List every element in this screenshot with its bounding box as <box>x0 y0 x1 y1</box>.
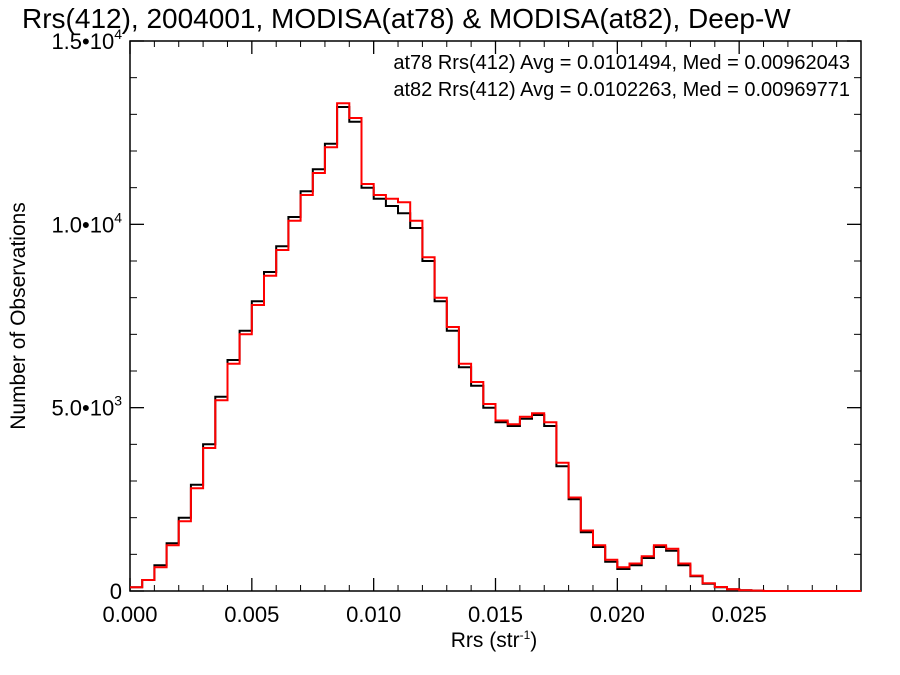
y-tick-label: 5.0•103 <box>51 393 122 421</box>
series-group <box>130 102 861 592</box>
x-axis-label: Rrs (str-1) <box>451 628 538 652</box>
x-axis-label-main: Rrs (str <box>451 629 520 652</box>
plot-frame <box>129 40 862 592</box>
series-line-at82 <box>130 102 861 592</box>
x-tick-label: 0.000 <box>102 602 157 627</box>
axis-ticks: 0.000 0.005 0.010 0.015 0.020 0.025 0 5.0•103 1.… <box>51 26 861 627</box>
x-tick-label: 0.010 <box>346 602 401 627</box>
legend-entry-at78: at78 Rrs(412) Avg = 0.0101494, Med = 0.0… <box>393 52 850 74</box>
legend-entry-at82: at82 Rrs(412) Avg = 0.0102263, Med = 0.0… <box>393 79 850 101</box>
y-tick-label: 1.5•104 <box>51 26 122 54</box>
x-tick-label: 0.020 <box>590 602 645 627</box>
x-axis-label-superscript: -1 <box>520 628 531 642</box>
series-line-at78 <box>130 106 861 592</box>
y-axis-label: Number of Observations <box>7 202 30 430</box>
y-tick-label: 1.0•104 <box>51 209 122 237</box>
x-tick-label: 0.025 <box>712 602 767 627</box>
x-tick-label: 0.015 <box>468 602 523 627</box>
x-axis-label-close: ) <box>530 629 537 652</box>
x-tick-label: 0.005 <box>224 602 279 627</box>
chart-title: Rrs(412), 2004001, MODISA(at78) & MODISA… <box>22 3 791 34</box>
y-tick-label: 0 <box>110 579 122 604</box>
